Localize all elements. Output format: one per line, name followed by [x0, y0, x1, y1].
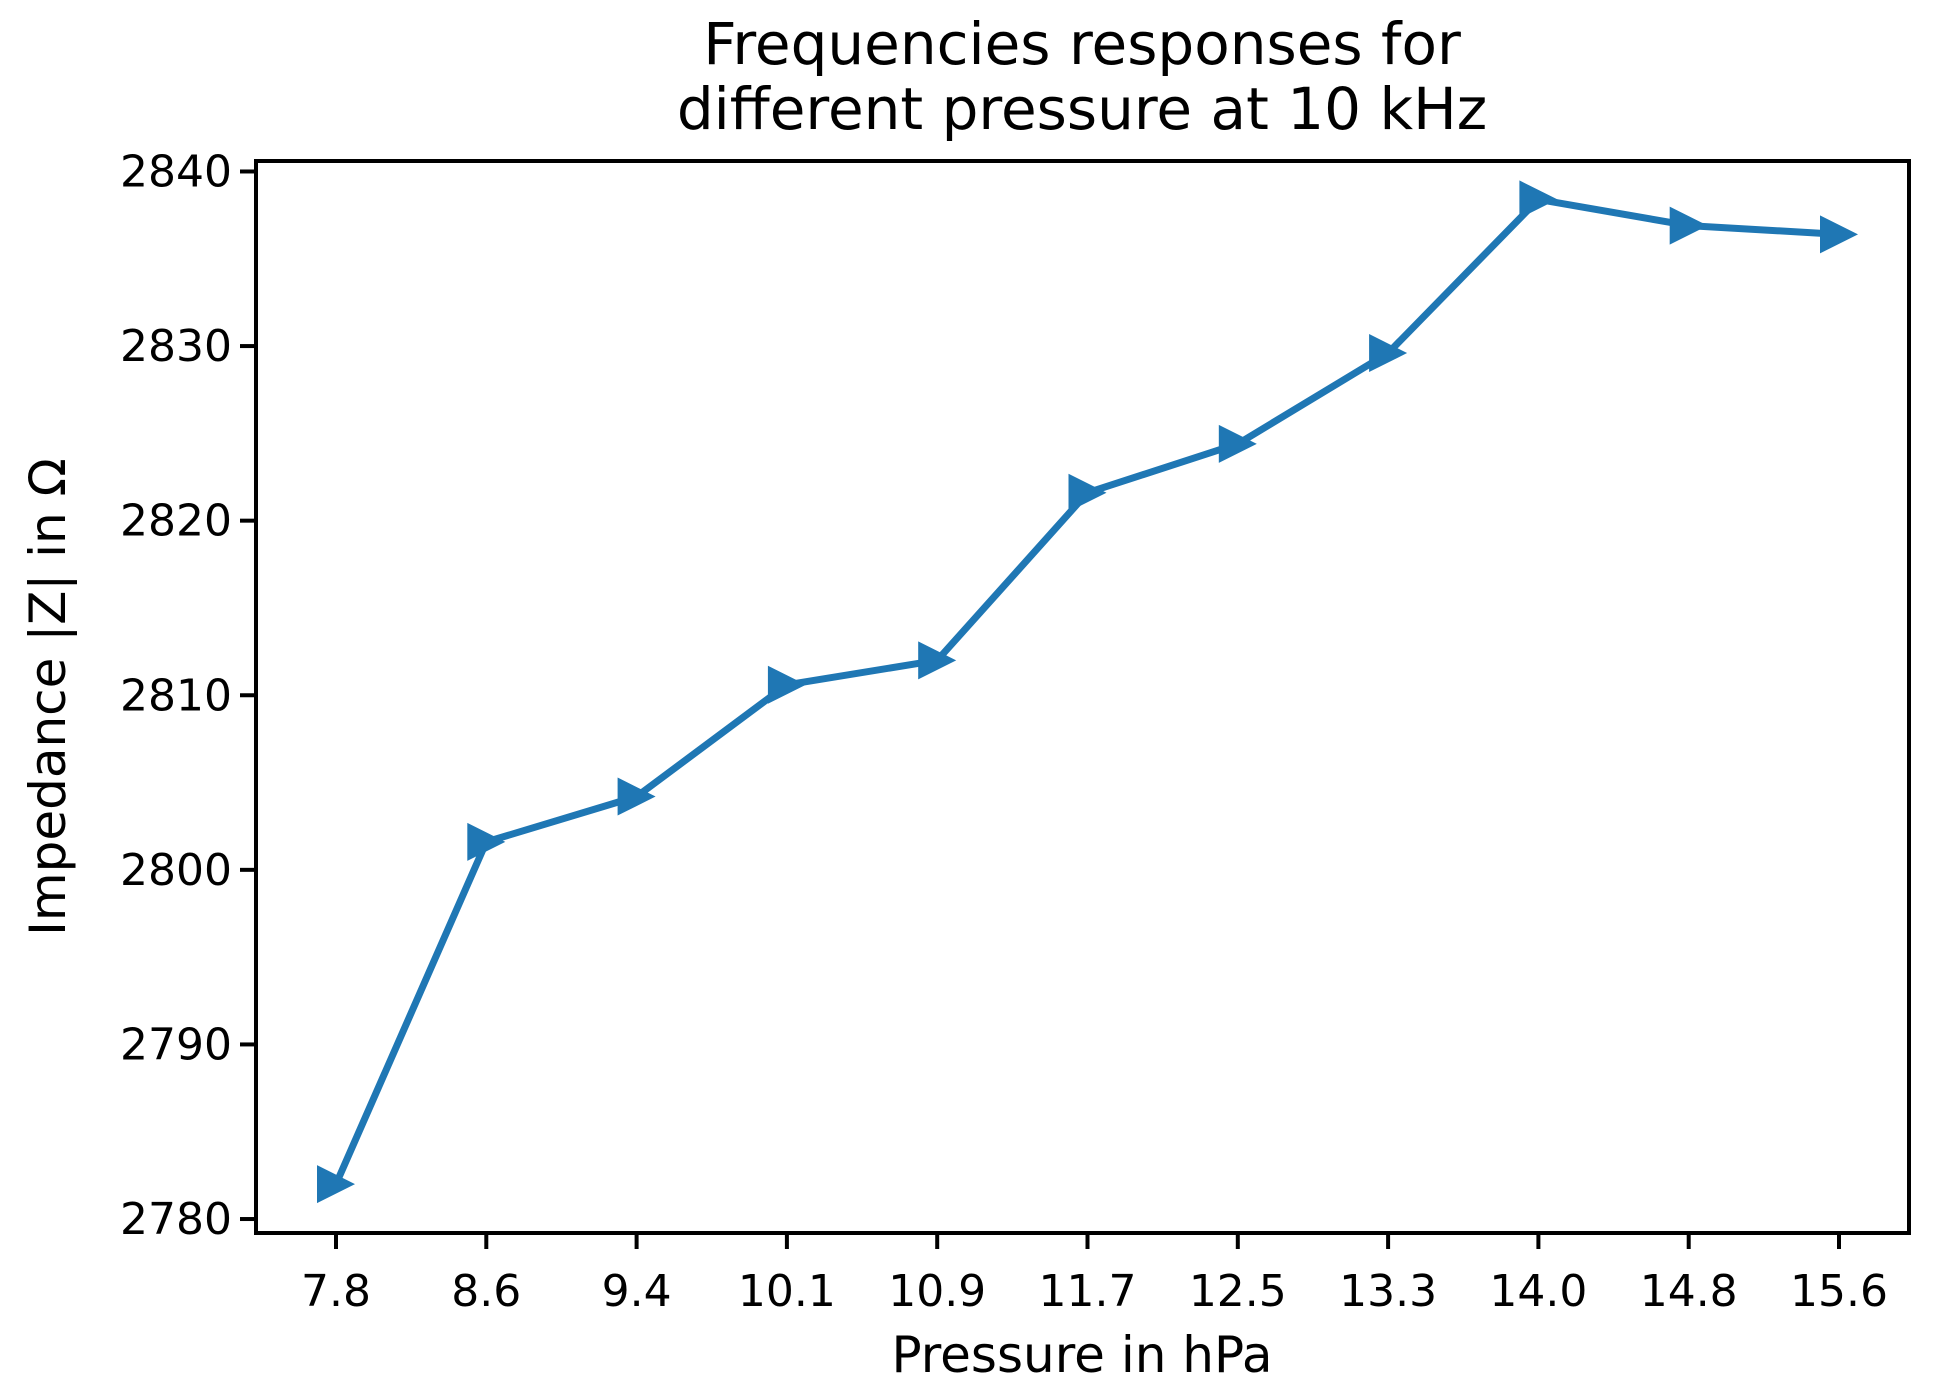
x-tick-label: 14.8 — [1640, 1266, 1738, 1317]
data-point-marker — [1218, 424, 1257, 463]
data-point-marker — [1820, 215, 1858, 254]
y-axis-label: Impedance |Z| in Ω — [19, 458, 77, 936]
y-tick-label: 2810 — [120, 670, 232, 721]
x-tick-label: 12.5 — [1189, 1266, 1287, 1317]
x-tick-label: 10.1 — [738, 1266, 836, 1317]
y-tick-label: 2830 — [120, 321, 232, 372]
x-tick-label: 8.6 — [451, 1266, 521, 1317]
x-tick-label: 13.3 — [1339, 1266, 1437, 1317]
x-tick-label: 9.4 — [602, 1266, 672, 1317]
chart-title-line2: different pressure at 10 kHz — [677, 75, 1487, 143]
axes-frame — [254, 159, 1911, 1235]
data-series — [317, 180, 1858, 1204]
y-axis-ticks: 2780 2790 2800 2810 2820 2830 2840 — [120, 146, 256, 1245]
y-tick-label: 2790 — [120, 1019, 232, 1070]
x-tick-label: 14.0 — [1489, 1266, 1587, 1317]
data-point-marker — [918, 641, 957, 680]
y-tick-label: 2800 — [120, 845, 232, 896]
series-line — [332, 195, 1843, 1188]
axes-spines — [254, 159, 1911, 1235]
x-tick-label: 10.9 — [888, 1266, 986, 1317]
y-tick-label: 2840 — [120, 146, 232, 197]
x-tick-label: 15.6 — [1790, 1266, 1888, 1317]
data-point-marker — [767, 665, 806, 704]
data-point-marker — [617, 777, 656, 816]
data-point-marker — [317, 1165, 355, 1204]
data-point-marker — [1669, 206, 1708, 245]
x-tick-label: 11.7 — [1039, 1266, 1137, 1317]
chart-title-line1: Frequencies responses for — [703, 10, 1461, 78]
data-point-marker — [1519, 180, 1558, 219]
y-tick-label: 2820 — [120, 496, 232, 547]
data-point-marker — [1369, 334, 1408, 373]
x-axis-ticks: 7.8 8.6 9.4 10.1 10.9 11.7 12.5 13.3 14.0 14.8 15.… — [301, 1233, 1888, 1317]
data-point-marker — [1068, 473, 1107, 512]
y-tick-label: 2780 — [120, 1194, 232, 1245]
x-axis-label: Pressure in hPa — [891, 1326, 1272, 1384]
data-point-marker — [467, 822, 506, 861]
x-tick-label: 7.8 — [301, 1266, 371, 1317]
